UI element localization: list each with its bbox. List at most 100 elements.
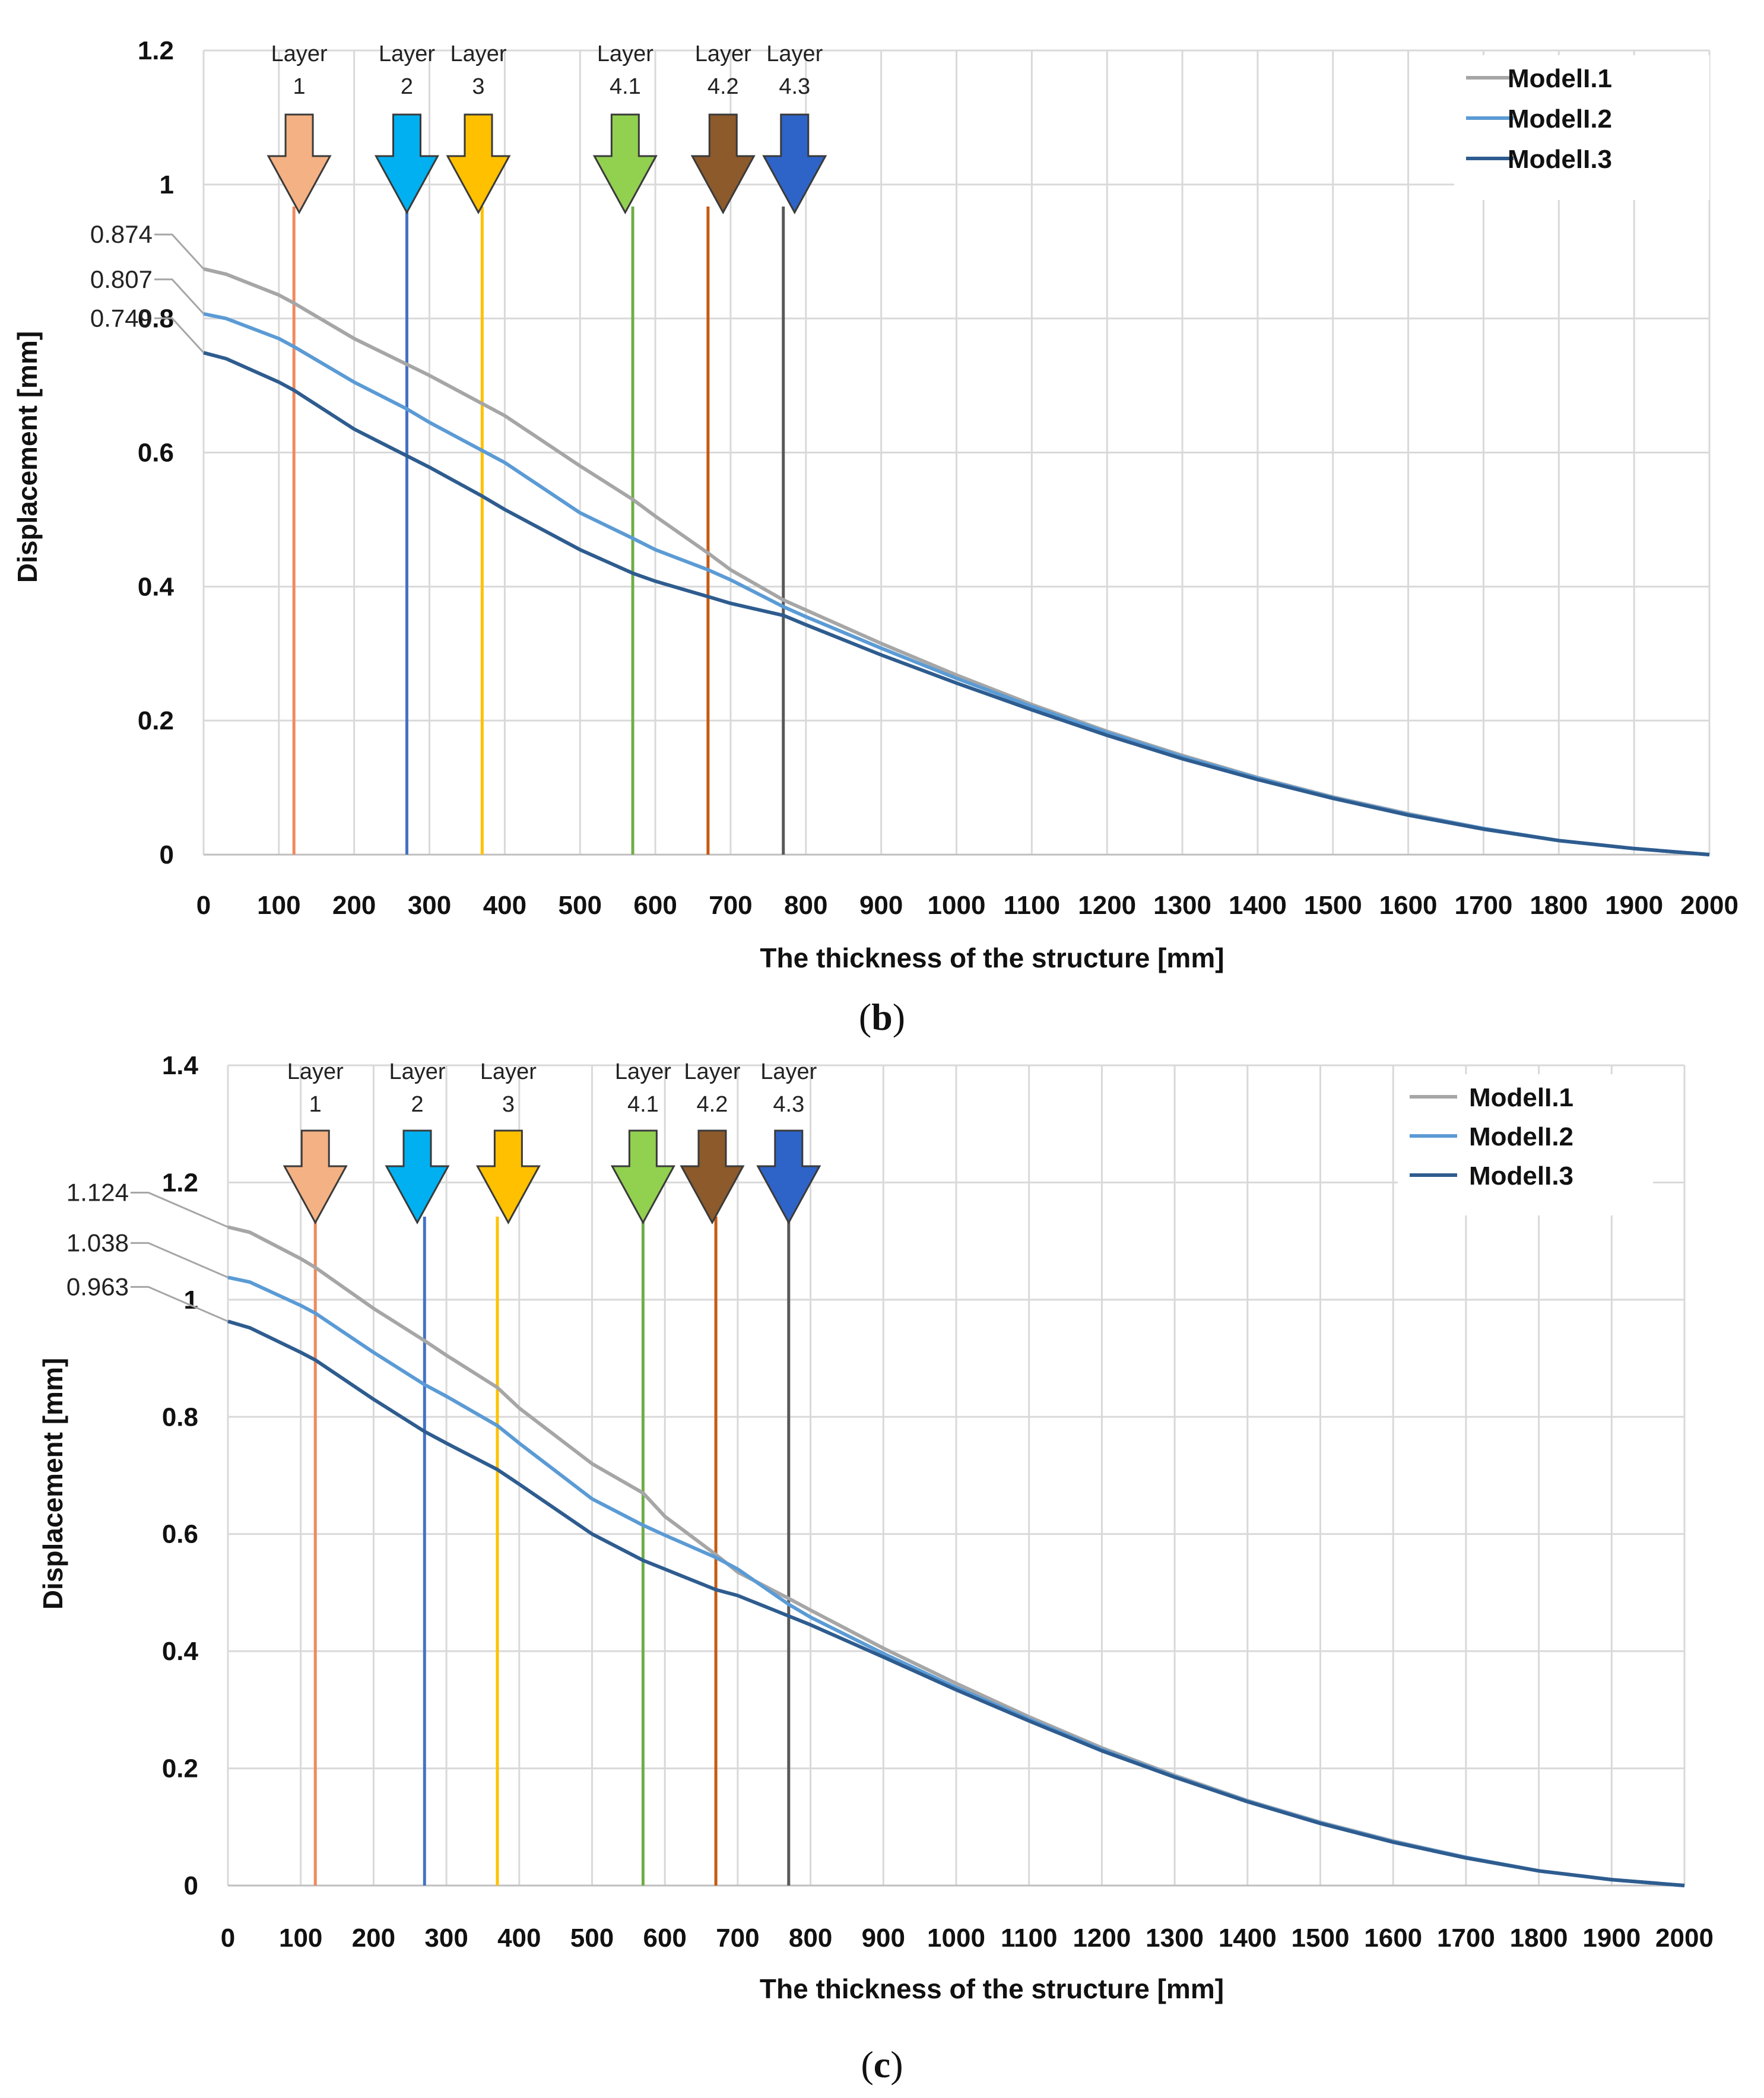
- layer-arrow: [283, 1129, 348, 1225]
- x-tick-label: 300: [424, 1924, 468, 1953]
- legend: ModelI.1 ModelI.2 ModelI.3: [1454, 55, 1709, 200]
- annotation-leader: [154, 278, 205, 315]
- layer-label: Layer: [271, 42, 328, 66]
- layer-number: 4.3: [773, 1092, 804, 1117]
- annotation-label: 0.807: [90, 265, 153, 293]
- x-tick-label: 1500: [1304, 891, 1362, 920]
- layer-number: 4.2: [697, 1092, 728, 1117]
- panel-label-open: (: [861, 2043, 873, 2086]
- chart-panel-c: 0 0.2 0.4 0.6 0.8 1 1.2 1.4 0 100 200 300 400 500 600 7…: [37, 1051, 1714, 2086]
- layer-arrow: [446, 113, 511, 215]
- annotation-leader: [131, 1242, 229, 1278]
- x-tick-label: 1100: [1001, 1924, 1057, 1953]
- panel-label-close: ): [893, 996, 905, 1038]
- layer-label: Layer: [760, 1059, 817, 1084]
- x-tick-label: 1400: [1229, 891, 1287, 920]
- x-tick-label: 1700: [1437, 1924, 1495, 1953]
- x-tick-label: 1600: [1379, 891, 1438, 920]
- x-tick-label: 1200: [1078, 891, 1136, 920]
- x-tick-label: 600: [643, 1924, 686, 1953]
- x-tick-label: 700: [716, 1924, 759, 1953]
- gridlines: [202, 49, 1711, 856]
- x-tick-label: 1800: [1510, 1924, 1568, 1953]
- x-tick-label: 1400: [1219, 1924, 1277, 1953]
- y-tick-label: 0.4: [138, 572, 175, 601]
- annotation-label: 0.963: [66, 1272, 129, 1300]
- annotation-label: 0.874: [90, 220, 153, 248]
- layer-label: Layer: [684, 1059, 740, 1084]
- series-line-modeli-3: [227, 1319, 1685, 1887]
- layer-arrow: [475, 1129, 541, 1225]
- legend-entry: ModelI.2: [1508, 104, 1612, 134]
- y-axis-label: Displacement [mm]: [12, 331, 43, 583]
- y-tick-label: 0.8: [162, 1402, 198, 1432]
- y-tick-label: 0: [184, 1871, 198, 1900]
- layer-number: 4.2: [707, 74, 739, 99]
- layer-label: Layer: [379, 42, 435, 66]
- layer-label: Layer: [597, 42, 653, 66]
- panel-label-letter: c: [874, 2043, 890, 2086]
- x-tick-label: 500: [559, 891, 602, 920]
- y-tick-label: 1: [160, 170, 174, 199]
- layer-number: 2: [401, 74, 413, 99]
- y-tick-label: 0.6: [138, 439, 174, 468]
- x-tick-label: 1500: [1292, 1924, 1350, 1953]
- x-tick-label: 1800: [1530, 891, 1588, 920]
- y-tick-label: 1.2: [162, 1168, 198, 1197]
- legend: ModelI.1 ModelI.2 ModelI.3: [1398, 1074, 1653, 1215]
- x-tick-label: 100: [257, 891, 300, 920]
- x-tick-label: 700: [709, 891, 752, 920]
- panel-label: (c): [861, 2043, 903, 2086]
- x-tick-label: 1900: [1582, 1924, 1641, 1953]
- layer-label: Layer: [766, 42, 823, 66]
- x-tick-label: 1000: [927, 1924, 985, 1953]
- layer-arrow: [385, 1129, 450, 1225]
- layer-number: 4.1: [627, 1092, 659, 1117]
- layer-arrow: [680, 1129, 745, 1225]
- y-tick-label: 0: [160, 840, 174, 869]
- panel-label-close: ): [890, 2043, 903, 2086]
- annotation-leader: [154, 233, 205, 270]
- x-tick-label: 0: [221, 1924, 235, 1953]
- legend-entry: ModelI.3: [1469, 1161, 1573, 1191]
- y-tick-label: 1.2: [138, 36, 174, 65]
- layer-number: 1: [309, 1092, 322, 1117]
- x-tick-label: 900: [862, 1924, 905, 1953]
- x-tick-label: 600: [633, 891, 677, 920]
- legend-entry: ModelI.1: [1469, 1083, 1573, 1112]
- x-tick-label: 2000: [1655, 1924, 1714, 1953]
- layer-label: Layer: [695, 42, 751, 66]
- panel-label-letter: b: [871, 996, 893, 1038]
- layer-arrow: [592, 113, 658, 215]
- layer-arrow: [374, 113, 440, 215]
- y-tick-label: 1: [184, 1286, 198, 1315]
- x-tick-label: 1300: [1153, 891, 1211, 920]
- x-tick-label: 100: [279, 1924, 322, 1953]
- x-tick-label: 300: [408, 891, 451, 920]
- x-tick-label: 400: [483, 891, 526, 920]
- x-tick-label: 400: [497, 1924, 541, 1953]
- x-tick-label: 800: [789, 1924, 832, 1953]
- y-axis-label: Displacement [mm]: [37, 1358, 68, 1610]
- x-axis-label: The thickness of the structure [mm]: [760, 942, 1224, 973]
- layer-arrow: [762, 113, 827, 215]
- annotation-leader: [131, 1191, 229, 1228]
- x-tick-label: 1900: [1605, 891, 1663, 920]
- legend-entry: ModelI.1: [1508, 64, 1612, 93]
- y-tick-label: 0.2: [162, 1754, 198, 1783]
- layer-label: Layer: [450, 42, 506, 66]
- layer-arrow: [690, 113, 756, 215]
- legend-entry: ModelI.2: [1469, 1122, 1573, 1151]
- x-tick-label: 1200: [1073, 1924, 1131, 1953]
- y-tick-label: 0.2: [138, 706, 174, 735]
- layer-number: 4.3: [779, 74, 810, 99]
- layer-arrow: [610, 1129, 675, 1225]
- series-line-modeli-3: [203, 351, 1710, 856]
- x-tick-label: 1600: [1364, 1924, 1422, 1953]
- x-axis-label: The thickness of the structure [mm]: [760, 1973, 1224, 2004]
- layer-number: 4.1: [610, 74, 641, 99]
- y-tick-label: 0.4: [162, 1637, 199, 1666]
- layer-arrow: [266, 113, 332, 215]
- y-tick-label: 1.4: [162, 1051, 199, 1080]
